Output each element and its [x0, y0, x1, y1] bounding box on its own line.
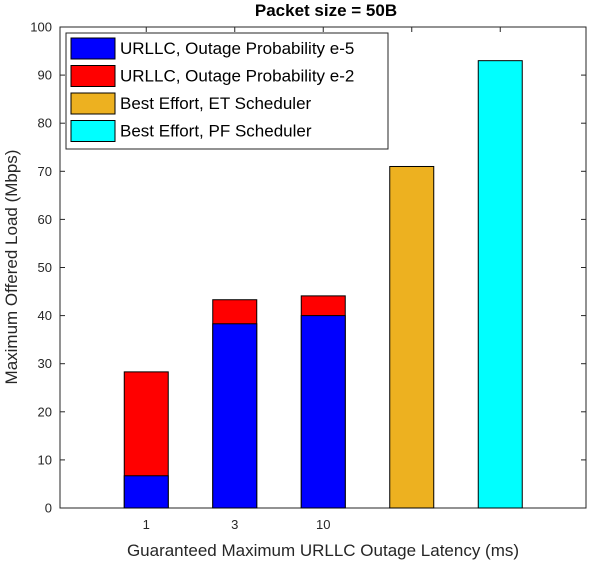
legend-label: Best Effort, ET Scheduler	[120, 94, 312, 113]
y-tick-label: 50	[38, 260, 52, 275]
bars	[123, 60, 523, 509]
chart-title: Packet size = 50B	[255, 1, 397, 20]
legend: URLLC, Outage Probability e-5 URLLC, Outa…	[65, 32, 389, 150]
y-tick-label: 30	[38, 356, 52, 371]
legend-label: URLLC, Outage Probability e-5	[120, 39, 354, 58]
y-tick-label: 40	[38, 308, 52, 323]
bar-series-2-3	[389, 165, 435, 509]
bar-series-3-4	[477, 60, 523, 509]
y-tick-label: 90	[38, 68, 52, 83]
legend-label: URLLC, Outage Probability e-2	[120, 67, 354, 86]
y-tick-label: 80	[38, 116, 52, 131]
legend-swatch	[70, 92, 116, 115]
y-tick-label: 60	[38, 212, 52, 227]
y-tick-label: 100	[30, 20, 52, 35]
legend-box	[65, 32, 389, 150]
x-tick-label: 1	[143, 517, 150, 532]
x-axis-label: Guaranteed Maximum URLLC Outage Latency …	[127, 541, 519, 560]
y-tick-label: 70	[38, 164, 52, 179]
bar-series-0-1	[212, 323, 258, 509]
x-tick-label: 3	[231, 517, 238, 532]
legend-swatch	[70, 37, 116, 60]
legend-swatch	[70, 120, 116, 142]
legend-swatch	[70, 65, 116, 87]
legend-label: Best Effort, PF Scheduler	[120, 122, 312, 141]
y-tick-label: 20	[38, 404, 52, 419]
y-axis-ticks: 0 10 20 30 40 50 60 70 80 90 100	[30, 20, 586, 516]
bar-series-0-2	[300, 315, 346, 509]
x-tick-label: 10	[316, 517, 330, 532]
y-tick-label: 0	[45, 501, 52, 516]
y-axis-label: Maximum Offered Load (Mbps)	[2, 150, 21, 385]
y-tick-label: 10	[38, 452, 52, 467]
bar-series-0-0	[123, 475, 169, 509]
